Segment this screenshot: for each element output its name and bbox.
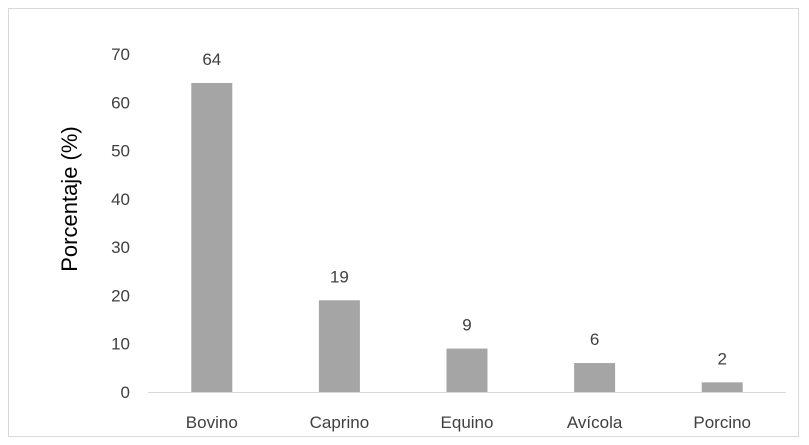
bar-bovino (191, 82, 233, 392)
x-category-label: Avícola (567, 413, 623, 432)
y-tick-label: 0 (121, 383, 130, 402)
data-label: 9 (462, 316, 471, 335)
y-tick-label: 30 (111, 238, 130, 257)
data-label: 6 (590, 330, 599, 349)
x-category-label: Bovino (186, 413, 238, 432)
bar-porcino (701, 382, 743, 392)
data-label: 19 (330, 267, 349, 286)
x-axis-categories: Bovino Caprino Equino Avícola Porcino (186, 413, 751, 432)
x-category-label: Equino (441, 413, 494, 432)
y-axis-ticks: 0 10 20 30 40 50 60 70 (111, 45, 130, 402)
y-tick-label: 70 (111, 45, 130, 64)
y-tick-label: 40 (111, 190, 130, 209)
y-tick-label: 20 (111, 286, 130, 305)
x-category-label: Porcino (693, 413, 751, 432)
data-label: 64 (202, 50, 221, 69)
bar-equino (446, 348, 488, 392)
chart-frame (8, 8, 799, 437)
data-labels: 64 19 9 6 2 (202, 50, 727, 368)
y-axis-label: Porcentaje (%) (57, 126, 82, 272)
data-label: 2 (717, 349, 726, 368)
bar-caprino (318, 300, 360, 392)
bars (191, 82, 743, 392)
bar-avícola (574, 363, 616, 392)
y-tick-label: 10 (111, 335, 130, 354)
y-tick-label: 50 (111, 142, 130, 161)
y-tick-label: 60 (111, 93, 130, 112)
x-category-label: Caprino (310, 413, 370, 432)
